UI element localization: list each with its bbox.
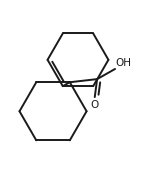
Text: O: O [91,100,99,110]
Text: OH: OH [116,58,132,68]
